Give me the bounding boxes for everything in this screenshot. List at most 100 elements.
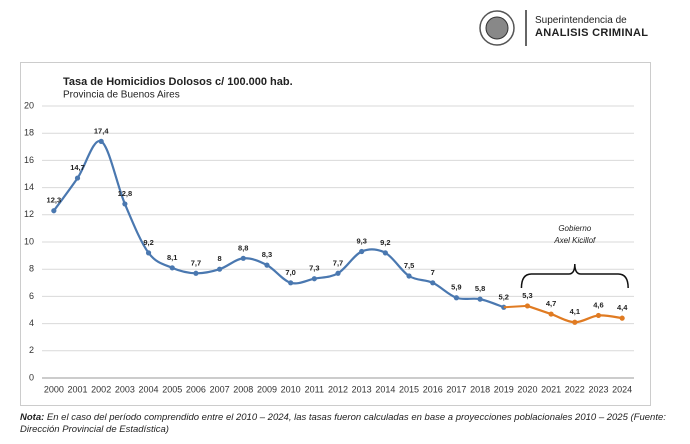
logo-inner — [485, 16, 509, 40]
header-line1: Superintendencia de — [535, 15, 627, 26]
data-label: 4,7 — [546, 299, 556, 308]
data-label: 7,7 — [333, 258, 343, 267]
x-tick-label: 2005 — [162, 384, 182, 394]
data-point — [264, 262, 270, 268]
data-point — [453, 295, 459, 301]
data-point — [145, 250, 152, 256]
chart-title: Tasa de Homicidios Dolosos c/ 100.000 ha… — [63, 76, 293, 88]
x-tick-label: 2022 — [565, 384, 585, 394]
annotation: Axel Kicillof — [553, 236, 596, 245]
data-label: 4,1 — [570, 307, 580, 316]
y-tick-label: 0 — [29, 372, 34, 382]
x-tick-label: 2004 — [139, 384, 159, 394]
data-point — [477, 296, 483, 302]
data-label: 9,3 — [356, 237, 366, 246]
data-label: 5,3 — [522, 291, 532, 300]
data-point — [74, 175, 81, 181]
data-label: 7,7 — [191, 258, 201, 267]
data-point — [240, 255, 246, 261]
data-point — [406, 273, 412, 279]
data-point — [595, 312, 602, 319]
x-tick-label: 2001 — [68, 384, 88, 394]
data-label: 5,8 — [475, 284, 485, 293]
data-label: 7,0 — [285, 268, 295, 277]
data-point — [288, 280, 294, 286]
data-point — [217, 266, 223, 272]
data-point — [169, 265, 175, 271]
x-tick-label: 2009 — [257, 384, 277, 394]
x-tick-label: 2010 — [281, 384, 301, 394]
x-tick-label: 2006 — [186, 384, 206, 394]
note: Nota: En el caso del período comprendido… — [20, 412, 670, 436]
x-tick-label: 2018 — [470, 384, 490, 394]
header-line2: ANALISIS CRIMINAL — [535, 27, 649, 39]
data-label: 8,1 — [167, 253, 177, 262]
data-label: 8,3 — [262, 250, 272, 259]
chart-frame — [20, 62, 651, 406]
data-point — [335, 270, 341, 276]
y-tick-label: 2 — [29, 345, 34, 355]
y-tick-label: 18 — [24, 128, 34, 138]
x-tick-label: 2011 — [305, 384, 324, 394]
y-tick-label: 16 — [24, 155, 34, 165]
data-point — [524, 303, 531, 309]
series-line — [52, 140, 505, 309]
x-tick-label: 2021 — [541, 384, 561, 394]
y-tick-label: 6 — [29, 291, 34, 301]
data-point — [430, 280, 436, 286]
y-tick-label: 12 — [24, 209, 34, 219]
x-tick-label: 2008 — [233, 384, 253, 394]
data-label: 5,9 — [451, 283, 461, 292]
data-point — [51, 208, 57, 214]
x-tick-label: 2012 — [328, 384, 348, 394]
data-label: 7,3 — [309, 264, 319, 273]
data-label: 9,2 — [143, 238, 153, 247]
data-label: 7 — [431, 268, 435, 277]
data-point — [193, 270, 199, 276]
data-point — [311, 276, 317, 282]
data-label: 17,4 — [94, 126, 109, 135]
x-tick-label: 2015 — [399, 384, 419, 394]
x-tick-label: 2002 — [91, 384, 111, 394]
data-point — [359, 248, 365, 255]
y-tick-label: 4 — [29, 318, 34, 328]
annotation: Gobierno — [558, 224, 591, 233]
data-label: 4,6 — [593, 300, 603, 309]
data-point — [382, 250, 388, 256]
x-tick-label: 2020 — [517, 384, 537, 394]
y-tick-label: 10 — [24, 236, 34, 246]
data-label: 5,2 — [499, 292, 509, 301]
x-tick-label: 2023 — [588, 384, 608, 394]
x-tick-label: 2024 — [612, 384, 632, 394]
data-label: 12,3 — [47, 196, 62, 205]
x-tick-label: 2013 — [352, 384, 372, 394]
data-label: 4,4 — [617, 303, 628, 312]
note-text: En el caso del período comprendido entre… — [20, 412, 666, 435]
data-point — [98, 138, 104, 144]
x-tick-label: 2014 — [375, 384, 395, 394]
header: Superintendencia de ANALISIS CRIMINAL — [535, 14, 648, 40]
data-point — [619, 315, 625, 321]
data-point — [122, 201, 128, 207]
data-label: 14,7 — [70, 163, 85, 172]
x-tick-label: 2017 — [446, 384, 466, 394]
x-tick-label: 2016 — [423, 384, 443, 394]
x-tick-label: 2003 — [115, 384, 135, 394]
x-tick-label: 2007 — [210, 384, 230, 394]
data-point — [572, 319, 578, 325]
y-tick-label: 14 — [24, 182, 34, 192]
note-label: Nota: — [20, 412, 45, 423]
chart-subtitle: Provincia de Buenos Aires — [63, 90, 180, 101]
x-tick-label: 2019 — [494, 384, 514, 394]
data-point — [548, 311, 554, 317]
y-tick-label: 8 — [29, 264, 34, 274]
x-tick-label: 2000 — [44, 384, 64, 394]
data-label: 7,5 — [404, 261, 414, 270]
brace — [520, 263, 629, 289]
data-label: 9,2 — [380, 238, 390, 247]
data-label: 8 — [218, 254, 222, 263]
connector — [503, 304, 528, 309]
data-label: 12,8 — [118, 189, 133, 198]
